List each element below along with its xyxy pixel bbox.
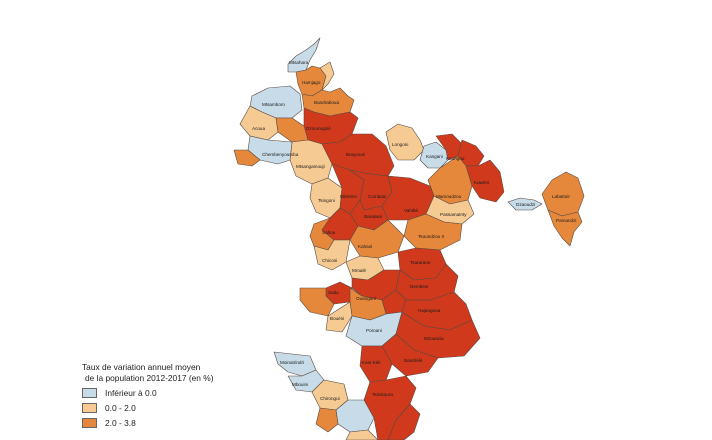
commune-area[interactable] [419,141,449,169]
commune-area[interactable] [507,197,543,211]
legend-title-line1: Taux de variation annuel moyen [82,362,201,372]
village-label: Vahibé [404,208,418,213]
commune-area[interactable] [299,287,335,317]
commune-area[interactable] [313,239,351,271]
legend-label: Inférieur à 0.0 [105,387,157,398]
commune-area[interactable] [315,407,339,433]
commune-area[interactable] [387,403,421,440]
village-label: Dzaoudzi [516,202,535,207]
village-label: Bouéni [330,316,344,321]
commune-area[interactable] [345,429,379,440]
commune-area[interactable] [239,105,279,141]
map-legend: Taux de variation annuel moyen de la pop… [82,362,282,429]
village-label: Kahani [358,244,372,249]
commune-area[interactable] [547,209,583,247]
legend-label: 2.0 - 3.8 [105,417,136,428]
village-label: Tsingoni [318,198,335,203]
legend-item: 0.0 - 2.0 [82,401,282,414]
legend-swatch [82,417,97,428]
village-label: Mzouazia [424,336,444,341]
village-label: Mamoudzou [436,194,462,199]
village-label: Dzoumogné [306,126,331,131]
village-label: Tsararano [410,260,431,265]
village-label: Mtsangamouji [296,164,325,169]
village-label: Sohoa [322,230,336,235]
village-label: Koungou [446,156,465,161]
village-label: Barakani [364,214,382,219]
commune-area[interactable] [403,213,463,251]
village-label: Labattoir [552,194,570,199]
village-label: Acoua [252,126,265,131]
legend-swatch [82,402,97,413]
village-label: Mtsahara [289,60,309,65]
village-label: Kangani [426,154,443,159]
commune-area[interactable] [325,301,353,333]
village-label: Miréréni [340,194,357,199]
village-label: Mbouini [292,382,308,387]
village-label: Longoni [392,142,408,147]
village-label: Tsimkoura [372,392,393,397]
village-label: Bandrélé [404,358,423,363]
legend-item: 2.0 - 3.8 [82,416,282,429]
commune-area[interactable] [275,117,309,143]
village-label: Mroalé [352,268,366,273]
village-label: Passamaïnty [440,212,467,217]
commune-area[interactable] [319,61,335,91]
legend-label: 0.0 - 2.0 [105,402,136,413]
commune-area[interactable] [465,159,505,203]
commune-area[interactable] [233,149,261,167]
village-label: Hajangoua [418,308,441,313]
village-label: Chiconi [322,258,337,263]
village-label: Dembeni [410,284,428,289]
legend-swatch [82,387,97,398]
village-label: Sada [328,290,339,295]
commune-area[interactable] [287,37,321,73]
village-label: Chembenyoumba [262,152,299,157]
village-label: Moinatrindri [280,360,304,365]
legend-title-line2: de la population 2012-2017 (en %) [85,373,214,383]
village-label: Bouyouni [346,152,365,157]
village-label: Hamjago [302,80,321,85]
village-label: Chirongui [320,396,340,401]
village-label: Kawéni [474,180,489,185]
village-label: Combani [368,194,386,199]
village-label: Tsoundzou II [418,234,444,239]
village-label: Kani-Kéli [362,360,380,365]
commune-area[interactable] [335,399,375,433]
village-label: Poroani [366,328,382,333]
village-label: Ouangani [356,296,376,301]
village-label: Mtsamboro [262,102,285,107]
village-label: Pamandzi [556,218,576,223]
village-label: Bandraboua [314,100,339,105]
legend-item: Inférieur à 0.0 [82,386,282,399]
